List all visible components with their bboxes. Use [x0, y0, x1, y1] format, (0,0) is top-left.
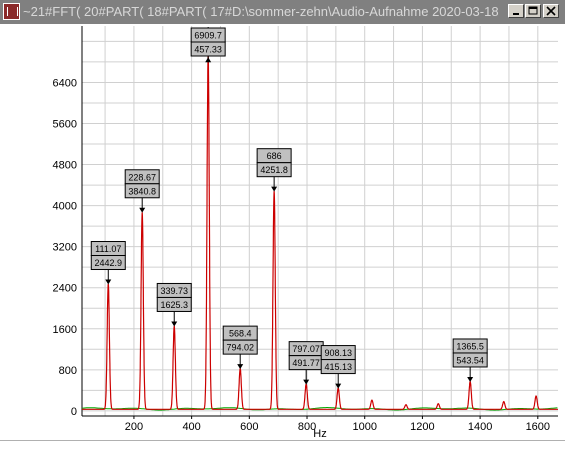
x-tick-label: 1200 — [410, 421, 434, 433]
annotation-arrowhead — [139, 207, 146, 213]
annotation-value: 457.33 — [194, 45, 222, 55]
minimize-icon — [513, 13, 519, 15]
annotation-box — [190, 41, 226, 57]
x-tick-label: 1000 — [352, 421, 376, 433]
annotation-box — [256, 162, 292, 178]
annotation-value: 491.77 — [292, 358, 320, 368]
annotation-box — [90, 255, 126, 271]
annotation-value: 2442.9 — [95, 258, 123, 268]
window-title: ~21#FFT( 20#PART( 18#PART( 17#D:\sommer-… — [23, 4, 503, 19]
x-tick-label: 400 — [182, 421, 200, 433]
y-tick-label: 800 — [59, 365, 77, 377]
y-tick-label: 2400 — [53, 283, 77, 295]
annotation-value: 4251.8 — [260, 165, 288, 175]
y-tick-label: 0 — [71, 406, 77, 418]
annotation-value: 797.07 — [292, 344, 320, 354]
y-tick-label: 4000 — [53, 201, 77, 213]
minimize-button[interactable] — [508, 4, 524, 18]
annotation-value: 3840.8 — [128, 186, 156, 196]
x-tick-label: 800 — [298, 421, 316, 433]
close-button[interactable] — [543, 4, 559, 18]
title-bar[interactable]: ~21#FFT( 20#PART( 18#PART( 17#D:\sommer-… — [0, 0, 565, 24]
annotation-value: 908.13 — [324, 348, 352, 358]
x-tick-label: 1400 — [468, 421, 492, 433]
close-icon — [546, 6, 556, 16]
peak-annotation: 228.67 3840.8 — [124, 169, 160, 213]
annotation-value: 1365.5 — [456, 341, 484, 351]
annotation-box — [156, 296, 192, 312]
y-tick-label: 5600 — [53, 119, 77, 131]
maximize-button[interactable] — [525, 4, 541, 18]
annotation-box — [124, 183, 160, 199]
peak-annotation: 568.4 794.02 — [222, 325, 258, 370]
app-icon[interactable] — [3, 3, 20, 20]
annotation-box — [320, 359, 356, 375]
chart-area[interactable]: 200 400 600 800 1000 1200 1400 1600 0 800 1600 2400… — [0, 24, 565, 452]
chart-axes — [81, 26, 558, 419]
status-strip — [0, 440, 565, 453]
annotation-value: 339.73 — [160, 286, 188, 296]
maximize-icon — [528, 6, 538, 15]
peak-annotation: 111.07 2442.9 — [90, 241, 126, 285]
annotation-value: 686 — [267, 151, 282, 161]
x-tick-label: 200 — [125, 421, 143, 433]
peak-annotation: 908.13 415.13 — [320, 345, 356, 389]
annotation-arrowhead — [303, 379, 310, 385]
annotation-value: 415.13 — [324, 362, 352, 372]
peak-annotations: 111.07 2442.9 228.67 3840.8 339.73 1625.3 6909… — [90, 27, 488, 389]
fft-spectrum-chart[interactable]: 200 400 600 800 1000 1200 1400 1600 0 800 1600 2400… — [0, 24, 565, 440]
annotation-value: 6909.7 — [194, 31, 222, 41]
series-line-red — [82, 54, 558, 410]
annotation-arrowhead — [105, 279, 112, 285]
x-axis-label: Hz — [313, 428, 326, 440]
y-tick-label: 1600 — [53, 324, 77, 336]
annotation-value: 228.67 — [128, 172, 156, 182]
annotation-box — [452, 352, 488, 368]
annotation-value: 794.02 — [226, 343, 254, 353]
annotation-arrowhead — [467, 376, 474, 382]
annotation-arrowhead — [171, 321, 178, 327]
annotation-arrowhead — [271, 186, 278, 192]
tick-labels: 200 400 600 800 1000 1200 1400 1600 0 800 1600 2400… — [53, 77, 551, 433]
y-tick-label: 6400 — [53, 77, 77, 89]
annotation-arrowhead — [335, 383, 342, 389]
annotation-value: 543.54 — [456, 355, 484, 365]
x-tick-label: 600 — [240, 421, 258, 433]
peak-annotation: 339.73 1625.3 — [156, 282, 192, 327]
series-lines — [81, 54, 558, 411]
annotation-value: 111.07 — [95, 244, 121, 254]
y-tick-label: 4800 — [53, 160, 77, 172]
annotation-box — [222, 339, 258, 355]
annotation-arrowhead — [205, 57, 212, 63]
annotation-arrowhead — [237, 364, 244, 370]
x-tick-label: 1600 — [526, 421, 550, 433]
peak-annotation: 6909.7 457.33 — [190, 27, 226, 63]
y-tick-label: 3200 — [53, 242, 77, 254]
peak-annotation: 1365.5 543.54 — [452, 338, 488, 382]
annotation-value: 1625.3 — [160, 300, 188, 310]
annotation-value: 568.4 — [229, 329, 252, 339]
peak-annotation: 686 4251.8 — [256, 148, 292, 192]
